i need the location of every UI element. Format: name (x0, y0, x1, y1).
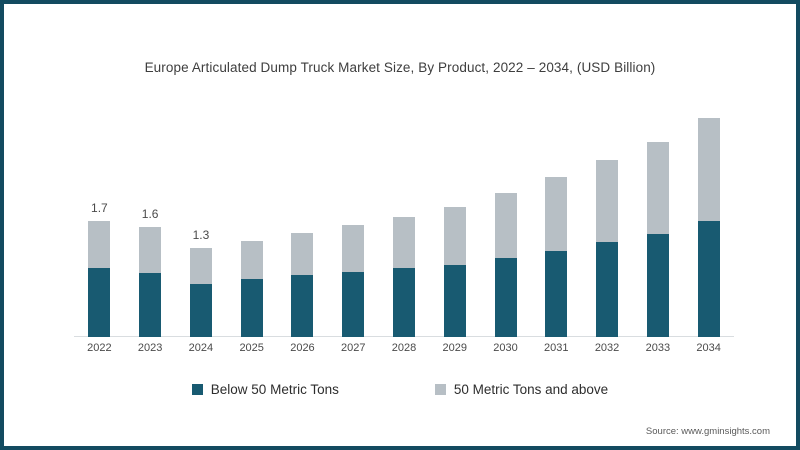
x-axis-tick-label: 2023 (137, 342, 163, 354)
bar-segment-below-50-metric-tons[interactable] (240, 279, 263, 337)
bar-segment-50-metric-tons-and-above[interactable] (393, 217, 415, 269)
bar-group[interactable] (596, 160, 619, 337)
x-axis-tick-label: 2029 (442, 342, 467, 354)
legend-item-label: Below 50 Metric Tons (210, 382, 339, 397)
bar-segment-below-50-metric-tons[interactable] (545, 251, 568, 337)
bar-segment-50-metric-tons-and-above[interactable] (291, 232, 314, 276)
bar-segment-below-50-metric-tons[interactable] (494, 258, 517, 337)
legend-swatch-icon (191, 384, 203, 395)
bar-segment-50-metric-tons-and-above[interactable] (443, 206, 466, 266)
bar-segment-below-50-metric-tons[interactable] (393, 268, 415, 337)
bar-group[interactable] (697, 117, 720, 337)
bar-segment-below-50-metric-tons[interactable] (291, 275, 314, 337)
x-axis-tick-label: 2026 (290, 342, 315, 354)
plot-area: 1.7 1.6 1.3 (74, 104, 734, 337)
bar-segment-below-50-metric-tons[interactable] (139, 273, 162, 337)
x-axis-tick-label: 2024 (188, 342, 214, 354)
source-attribution: Source: www.gminsights.com (645, 426, 770, 437)
x-axis-tick-label: 2032 (594, 342, 620, 354)
bar-segment-50-metric-tons-and-above[interactable] (342, 225, 365, 272)
bar-group[interactable] (393, 217, 415, 337)
bar-segment-below-50-metric-tons[interactable] (88, 268, 111, 337)
chart-title: Europe Articulated Dump Truck Market Siz… (144, 60, 656, 75)
bar-segment-below-50-metric-tons[interactable] (697, 220, 720, 337)
bar-segment-50-metric-tons-and-above[interactable] (646, 141, 669, 235)
bar-group[interactable] (240, 241, 263, 337)
bar-segment-50-metric-tons-and-above[interactable] (88, 220, 111, 269)
bar-segment-50-metric-tons-and-above[interactable] (494, 193, 517, 259)
bar-group[interactable]: 1.6 (139, 207, 162, 337)
bar-segment-50-metric-tons-and-above[interactable] (545, 177, 568, 252)
x-axis-tick-label: 2034 (696, 342, 721, 354)
bar-segment-below-50-metric-tons[interactable] (189, 283, 212, 337)
bar-group[interactable] (646, 141, 669, 337)
bar-segment-below-50-metric-tons[interactable] (646, 234, 669, 337)
legend-item-label: 50 Metric Tons and above (453, 382, 609, 397)
bar-segment-below-50-metric-tons[interactable] (342, 271, 365, 337)
bar-value-label: 1.6 (141, 207, 159, 222)
legend-item-below-50-metric-tons[interactable]: Below 50 Metric Tons (191, 382, 339, 397)
chart-legend: Below 50 Metric Tons 50 Metric Tons and … (4, 382, 796, 397)
bar-segment-50-metric-tons-and-above[interactable] (596, 160, 619, 243)
bar-group[interactable]: 1.3 (189, 228, 212, 337)
bar-segment-below-50-metric-tons[interactable] (443, 265, 466, 337)
x-axis-tick-label: 2022 (87, 342, 112, 354)
bar-value-label: 1.7 (91, 200, 108, 215)
x-axis-tick-label: 2028 (391, 342, 417, 354)
bar-group[interactable] (494, 193, 517, 337)
bar-group[interactable] (342, 225, 365, 337)
bar-group[interactable]: 1.7 (88, 201, 111, 337)
bar-group[interactable] (291, 232, 314, 337)
x-axis-tick-label: 2025 (239, 342, 264, 354)
bar-segment-50-metric-tons-and-above[interactable] (697, 117, 720, 221)
bar-segment-below-50-metric-tons[interactable] (596, 242, 619, 337)
bar-group[interactable] (545, 177, 568, 337)
legend-item-50-metric-tons-and-above[interactable]: 50 Metric Tons and above (434, 382, 609, 397)
x-axis-tick-label: 2027 (340, 342, 366, 354)
x-axis-tick-labels: 2022 2023 2024 2025 2026 2027 2028 2029 2030 2031… (74, 342, 734, 362)
legend-swatch-icon (434, 384, 446, 395)
x-axis-tick-label: 2031 (544, 342, 569, 354)
x-axis-tick-label: 2033 (645, 342, 671, 354)
bar-segment-50-metric-tons-and-above[interactable] (240, 241, 263, 280)
bar-value-label: 1.3 (192, 227, 210, 242)
bar-segment-50-metric-tons-and-above[interactable] (139, 227, 162, 274)
bar-group[interactable] (443, 206, 466, 337)
chart-canvas: Europe Articulated Dump Truck Market Siz… (4, 4, 796, 446)
bar-segment-50-metric-tons-and-above[interactable] (189, 247, 212, 284)
x-axis-tick-label: 2030 (493, 342, 518, 354)
